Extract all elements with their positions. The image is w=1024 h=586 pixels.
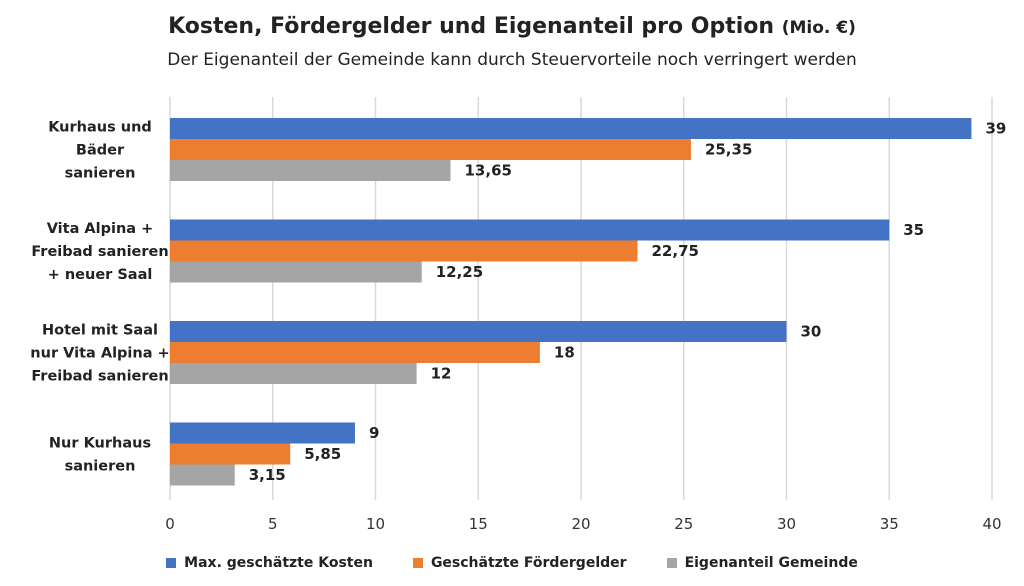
- legend: Max. geschätzte Kosten Geschätzte Förderg…: [0, 555, 1024, 571]
- bar: [170, 464, 235, 486]
- x-tick-label: 35: [880, 515, 899, 533]
- legend-swatch: [666, 558, 677, 568]
- data-label: 39: [985, 120, 1006, 138]
- bar: [170, 422, 355, 444]
- bar: [170, 240, 638, 262]
- bar: [170, 160, 451, 181]
- bar: [170, 363, 417, 384]
- x-tick-label: 5: [268, 515, 278, 533]
- category-label: Nur Kurhaus: [49, 436, 151, 452]
- bar: [170, 321, 787, 342]
- data-label: 25,35: [705, 141, 752, 159]
- data-label: 12,25: [436, 263, 483, 281]
- category-label: Freibad sanieren: [31, 369, 168, 385]
- bar: [170, 443, 291, 465]
- x-tick-label: 20: [571, 515, 590, 533]
- legend-label: Geschätzte Fördergelder: [430, 555, 627, 571]
- data-label: 12: [431, 365, 452, 383]
- bar: [170, 118, 972, 139]
- data-label: 30: [801, 323, 822, 341]
- x-tick-label: 15: [469, 515, 488, 533]
- category-label: Vita Alpina +: [47, 221, 154, 237]
- category-label: Kurhaus und: [48, 120, 152, 136]
- legend-label: Max. geschätzte Kosten: [184, 555, 373, 571]
- bar: [170, 261, 422, 283]
- data-label: 3,15: [249, 466, 286, 484]
- bar: [170, 219, 890, 241]
- legend-item: Eigenanteil Gemeinde: [666, 555, 858, 571]
- data-label: 9: [369, 424, 379, 442]
- x-tick-label: 30: [777, 515, 796, 533]
- bar: [170, 342, 540, 363]
- x-tick-label: 40: [982, 515, 1001, 533]
- x-tick-label: 0: [165, 515, 175, 533]
- x-tick-label: 25: [674, 515, 693, 533]
- legend-item: Geschätzte Fördergelder: [412, 555, 627, 571]
- category-label: nur Vita Alpina +: [30, 346, 169, 362]
- legend-swatch: [166, 558, 177, 568]
- data-label: 5,85: [304, 445, 341, 463]
- data-label: 18: [554, 344, 575, 362]
- category-label: + neuer Saal: [48, 267, 153, 283]
- data-label: 35: [903, 221, 924, 239]
- category-label: Freibad sanieren: [31, 244, 168, 260]
- chart-title-text: Kosten, Fördergelder und Eigenanteil pro…: [168, 14, 775, 39]
- x-tick-label: 10: [366, 515, 385, 533]
- category-label: sanieren: [65, 166, 136, 182]
- legend-label: Eigenanteil Gemeinde: [684, 555, 858, 571]
- bar: [170, 139, 691, 160]
- chart-title: Kosten, Fördergelder und Eigenanteil pro…: [0, 14, 1024, 39]
- category-label: Hotel mit Saal: [42, 323, 158, 339]
- category-label: Bäder: [76, 143, 125, 159]
- legend-swatch: [412, 558, 423, 568]
- category-label: sanieren: [65, 459, 136, 475]
- data-label: 13,65: [465, 162, 512, 180]
- chart-subtitle: Der Eigenanteil der Gemeinde kann durch …: [167, 50, 857, 70]
- legend-item: Max. geschätzte Kosten: [166, 555, 373, 571]
- data-label: 22,75: [652, 242, 699, 260]
- chart-title-unit: (Mio. €): [781, 18, 856, 38]
